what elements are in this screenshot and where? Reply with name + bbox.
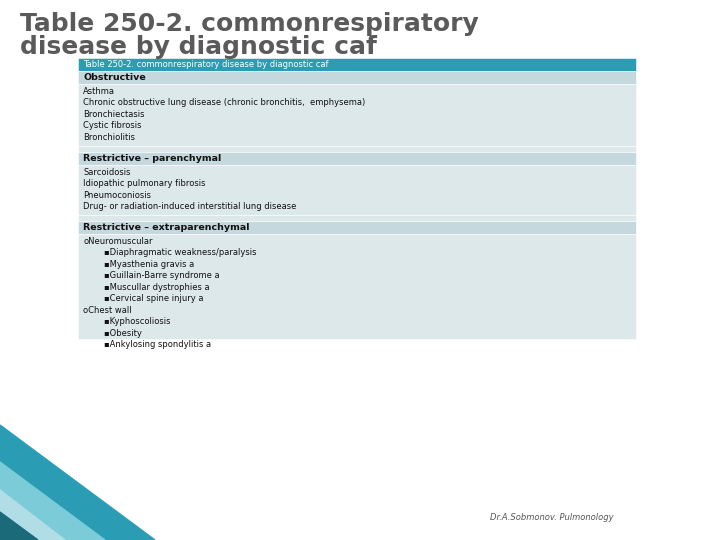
Text: Restrictive – extraparenchymal: Restrictive – extraparenchymal (83, 223, 250, 232)
Bar (78, 71, 636, 84)
Polygon shape (0, 490, 65, 540)
Text: oNeuromuscular
        ▪Diaphragmatic weakness/paralysis
        ▪Myasthenia gra: oNeuromuscular ▪Diaphragmatic weakness/p… (83, 237, 256, 349)
Text: Asthma
Chronic obstructive lung disease (chronic bronchitis,  emphysema)
Bronchi: Asthma Chronic obstructive lung disease … (83, 87, 365, 142)
Polygon shape (0, 462, 105, 540)
Bar (78, 58, 636, 71)
Text: disease by diagnostic caf: disease by diagnostic caf (20, 35, 377, 59)
Text: Restrictive – parenchymal: Restrictive – parenchymal (83, 154, 221, 163)
Bar (78, 165, 636, 215)
Text: Dr.A.Sobmonov. Pulmonology: Dr.A.Sobmonov. Pulmonology (490, 514, 613, 523)
Bar (78, 84, 636, 146)
Bar (78, 221, 636, 234)
Bar (78, 146, 636, 152)
Text: Sarcoidosis
Idiopathic pulmonary fibrosis
Pneumoconiosis
Drug- or radiation-indu: Sarcoidosis Idiopathic pulmonary fibrosi… (83, 168, 297, 211)
Bar (78, 215, 636, 221)
Polygon shape (0, 512, 38, 540)
Bar (78, 234, 636, 339)
Text: Table 250-2. commonrespiratory disease by diagnostic caf: Table 250-2. commonrespiratory disease b… (83, 60, 328, 69)
Bar (78, 152, 636, 165)
Text: Obstructive: Obstructive (83, 73, 145, 82)
Text: Table 250-2. commonrespiratory: Table 250-2. commonrespiratory (20, 12, 479, 36)
Polygon shape (0, 425, 155, 540)
